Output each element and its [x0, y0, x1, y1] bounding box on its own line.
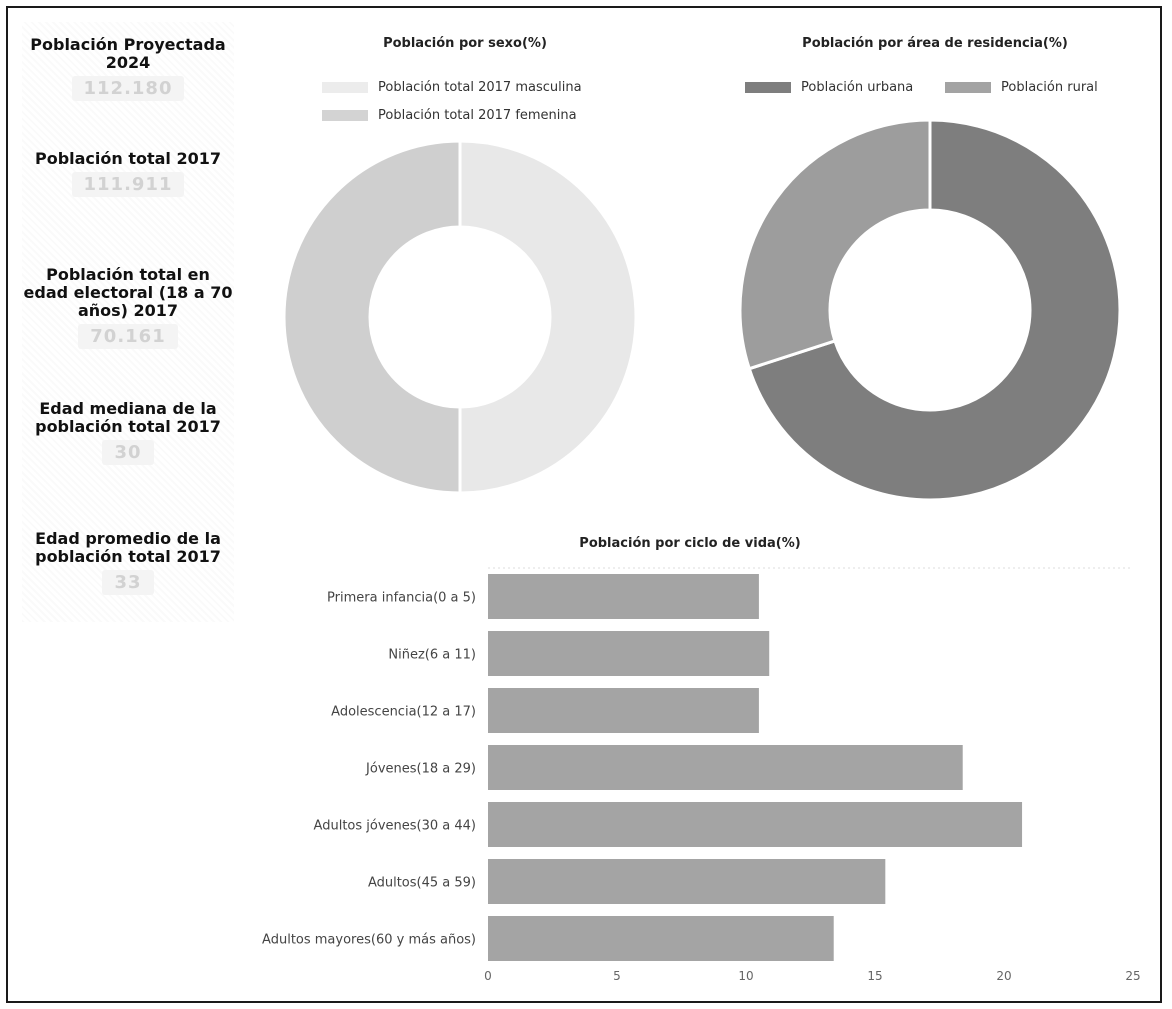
legend-label: Población urbana	[801, 80, 914, 95]
area-slice-0[interactable]	[747, 118, 1120, 500]
x-tick-label: 0	[484, 969, 492, 983]
bar[interactable]	[488, 916, 834, 961]
kpi-card-electoral: Población total en edad electoral (18 a …	[22, 266, 234, 349]
category-label: Jóvenes(18 a 29)	[365, 762, 476, 777]
kpi-value: 33	[102, 570, 154, 595]
category-label: Primera infancia(0 a 5)	[327, 591, 476, 606]
legend-item-rural[interactable]: Población rural	[945, 80, 1098, 95]
kpi-card-promedio: Edad promedio de la población total 2017…	[22, 530, 234, 595]
bar[interactable]	[488, 688, 759, 733]
legend-swatch-urbana	[745, 82, 791, 93]
kpi-value: 112.180	[71, 76, 185, 101]
kpi-label: Población Proyectada 2024	[30, 35, 226, 72]
bar[interactable]	[488, 745, 963, 790]
x-tick-label: 20	[996, 969, 1011, 983]
legend-label: Población rural	[1001, 80, 1098, 95]
x-tick-label: 10	[738, 969, 753, 983]
lifecycle-bar-chart: Primera infancia(0 a 5) Niñez(6 a 11) Adol…	[262, 567, 1141, 983]
sex-chart-title: Población por sexo(%)	[383, 36, 547, 51]
legend-swatch-rural	[945, 82, 991, 93]
kpi-card-total: Población total 2017 111.911	[22, 150, 234, 197]
sex-slice-0[interactable]	[458, 139, 638, 495]
x-tick-label: 25	[1125, 969, 1140, 983]
lifecycle-chart-title: Población por ciclo de vida(%)	[579, 536, 801, 551]
sex-slice-1[interactable]	[282, 139, 462, 495]
kpi-label: Población total en edad electoral (18 a …	[23, 265, 233, 320]
legend-swatch-femenina	[322, 110, 368, 121]
bar[interactable]	[488, 574, 759, 619]
category-label: Adultos(45 a 59)	[368, 876, 476, 891]
legend-label: Población total 2017 masculina	[378, 80, 582, 95]
legend-label: Población total 2017 femenina	[378, 108, 577, 123]
kpi-value: 111.911	[71, 172, 185, 197]
kpi-label: Edad promedio de la población total 2017	[35, 529, 221, 566]
category-label: Adolescencia(12 a 17)	[331, 705, 476, 720]
area-chart-title: Población por área de residencia(%)	[802, 36, 1068, 51]
legend-item-masculina[interactable]: Población total 2017 masculina	[322, 80, 582, 95]
x-tick-label: 5	[613, 969, 621, 983]
category-label: Adultos mayores(60 y más años)	[262, 933, 476, 948]
area-slice-1[interactable]	[740, 118, 932, 371]
legend-item-urbana[interactable]: Población urbana	[745, 80, 913, 95]
bar[interactable]	[488, 631, 770, 676]
kpi-sidebar-background	[22, 22, 234, 622]
category-label: Adultos jóvenes(30 a 44)	[314, 819, 476, 834]
area-donut-chart	[740, 118, 1120, 500]
kpi-card-proyectada: Población Proyectada 2024 112.180	[22, 36, 234, 101]
kpi-label: Población total 2017	[34, 149, 222, 168]
legend-swatch-masculina	[322, 82, 368, 93]
sex-donut-chart	[282, 139, 638, 495]
kpi-card-mediana: Edad mediana de la población total 2017 …	[22, 400, 234, 465]
category-label: Niñez(6 a 11)	[388, 648, 476, 663]
bar[interactable]	[488, 859, 886, 904]
kpi-value: 30	[102, 440, 154, 465]
x-tick-label: 15	[867, 969, 882, 983]
bar[interactable]	[488, 802, 1023, 847]
kpi-label: Edad mediana de la población total 2017	[35, 399, 221, 436]
kpi-value: 70.161	[78, 324, 178, 349]
legend-item-femenina[interactable]: Población total 2017 femenina	[322, 108, 577, 123]
